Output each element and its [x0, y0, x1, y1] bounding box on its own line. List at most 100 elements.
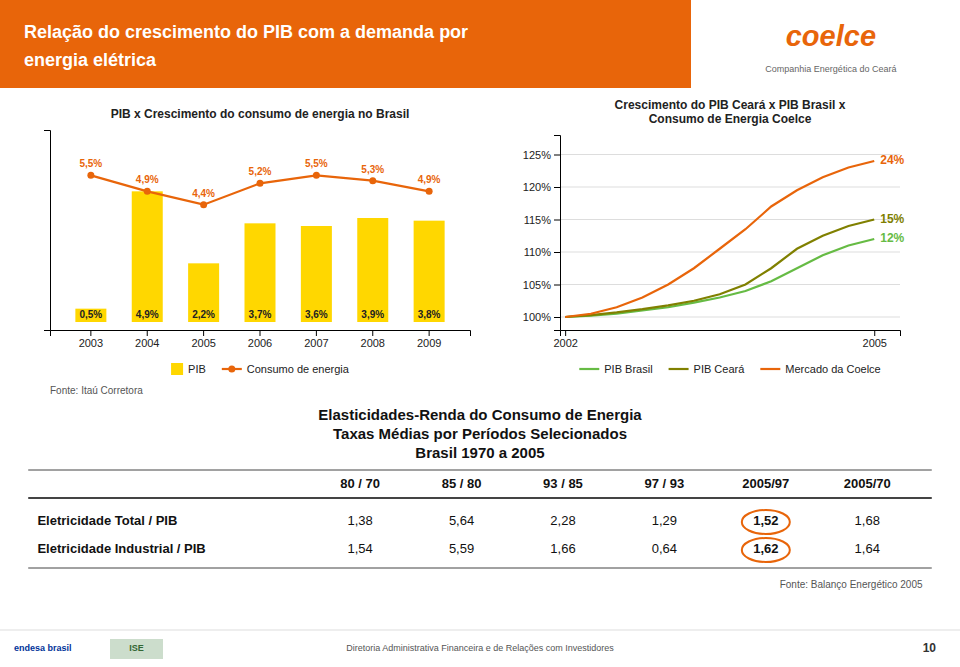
- page-title: energia elétrica: [24, 50, 157, 70]
- grid-line: [560, 154, 900, 155]
- legend-label: Mercado da Coelce: [785, 363, 880, 375]
- tick-label: 2005: [191, 337, 215, 349]
- table-cell: 1,54: [347, 541, 372, 556]
- line: [565, 239, 874, 317]
- tick-mark: [372, 330, 373, 336]
- table-cell: 1,52: [753, 513, 778, 528]
- header-band: [0, 0, 691, 88]
- axis-line: [554, 136, 561, 331]
- tick-label: 115%: [524, 214, 552, 226]
- tick-label: 2004: [135, 337, 159, 349]
- legend-item: PIB Brasil: [579, 363, 652, 375]
- data-label: 3,8%: [418, 309, 441, 320]
- tick-mark: [554, 220, 560, 221]
- chart-title-line: PIB x Crescimento do consumo de energia …: [111, 107, 410, 121]
- footer-logo: endesa brasil: [14, 643, 72, 653]
- tick: 2007: [304, 330, 328, 349]
- table-cell: 1,66: [550, 541, 575, 556]
- axis-line: [561, 331, 901, 337]
- chart: Crescimento do PIB Ceará x PIB Brasil xC…: [523, 98, 905, 375]
- page: Relação do crescimento do PIB com a dema…: [0, 0, 960, 667]
- chart-title-line: Crescimento do PIB Ceará x PIB Brasil x: [615, 98, 846, 112]
- row-label: Eletricidade Industrial / PIB: [37, 541, 205, 556]
- tick: 2005: [863, 330, 887, 349]
- tick: 2006: [248, 330, 272, 349]
- highlight-circle: [742, 510, 790, 534]
- column-header: 2005/97: [742, 476, 789, 491]
- line: [91, 175, 429, 204]
- tick-label: 110%: [524, 246, 552, 258]
- tick: 105%: [523, 279, 560, 291]
- tick-label: 125%: [523, 149, 551, 161]
- footer-logo-box: [110, 639, 163, 659]
- tick-label: 2009: [417, 337, 441, 349]
- legend-swatch: [669, 368, 689, 370]
- column-header: 80 / 70: [340, 476, 380, 491]
- data-label: 3,9%: [361, 309, 384, 320]
- chart-title: PIB x Crescimento do consumo de energia …: [111, 107, 410, 121]
- tick: 2009: [417, 330, 441, 349]
- tick-label: 105%: [523, 279, 551, 291]
- data-label: 4,9%: [418, 174, 441, 185]
- marker: [369, 177, 376, 184]
- table: Elasticidades-Renda do Consumo de Energi…: [28, 406, 932, 590]
- annotation: 24%: [880, 153, 904, 167]
- bar: [132, 191, 163, 322]
- legend-label: Consumo de energia: [247, 363, 350, 375]
- tick-mark: [554, 317, 560, 318]
- line: [565, 161, 874, 317]
- data-label: 5,2%: [249, 166, 272, 177]
- highlight-circle: [742, 538, 790, 562]
- source-note: Fonte: Itaú Corretora: [50, 385, 143, 396]
- bar: [188, 263, 219, 322]
- annotation: 15%: [880, 212, 904, 226]
- marker: [313, 172, 320, 179]
- table-title: Taxas Médias por Períodos Selecionados: [333, 425, 627, 442]
- grid-line: [560, 252, 900, 253]
- legend-label: PIB Ceará: [694, 363, 746, 375]
- column-header: 97 / 93: [645, 476, 685, 491]
- table-cell: 5,59: [449, 541, 474, 556]
- legend: PIBConsumo de energia: [171, 363, 350, 375]
- legend-item: PIB Ceará: [669, 363, 746, 375]
- legend: PIB Brasil PIB Ceará Mercado da Coelce: [579, 363, 880, 375]
- data-label: 5,3%: [361, 164, 384, 175]
- footer: endesa brasilISEDiretoria Administrativa…: [0, 630, 960, 667]
- tick-label: 2002: [553, 337, 577, 349]
- chart: PIB x Crescimento do consumo de energia …: [44, 107, 471, 396]
- bar: [414, 221, 445, 322]
- tick-label: 2007: [304, 337, 328, 349]
- row-label: Eletricidade Total / PIB: [37, 513, 177, 528]
- data-label: 5,5%: [305, 158, 328, 169]
- bar: [244, 223, 275, 322]
- table-title: Brasil 1970 a 2005: [415, 444, 544, 461]
- tick-mark: [554, 187, 560, 188]
- data-label: 0,5%: [79, 309, 102, 320]
- data-label: 5,5%: [79, 158, 102, 169]
- tick: 2002: [553, 330, 577, 349]
- logo: coelce: [786, 20, 876, 52]
- tick: 2005: [191, 330, 215, 349]
- tick-label: 100%: [523, 311, 551, 323]
- marker: [257, 180, 264, 187]
- page-title: Relação do crescimento do PIB com a dema…: [24, 22, 468, 42]
- grid-line: [560, 219, 900, 220]
- tick-label: 2005: [863, 337, 887, 349]
- table-rule: [28, 497, 932, 499]
- legend-swatch: [760, 368, 780, 370]
- grid-line: [560, 317, 900, 318]
- tick-mark: [429, 330, 430, 336]
- axis: 2003200420052006200720082009: [51, 330, 471, 349]
- logo-box: [691, 0, 960, 88]
- tick: 2008: [361, 330, 385, 349]
- annotation: 12%: [880, 231, 904, 245]
- tick-mark: [147, 330, 148, 336]
- tick-mark: [554, 285, 560, 286]
- footer-text: Diretoria Administrativa Financeira e de…: [346, 643, 614, 653]
- tick-mark: [316, 330, 317, 336]
- data-label: 4,9%: [136, 174, 159, 185]
- axis-line: [44, 131, 51, 331]
- tick: 100%: [523, 311, 560, 323]
- tick-mark: [203, 330, 204, 336]
- tick-label: 2008: [361, 337, 385, 349]
